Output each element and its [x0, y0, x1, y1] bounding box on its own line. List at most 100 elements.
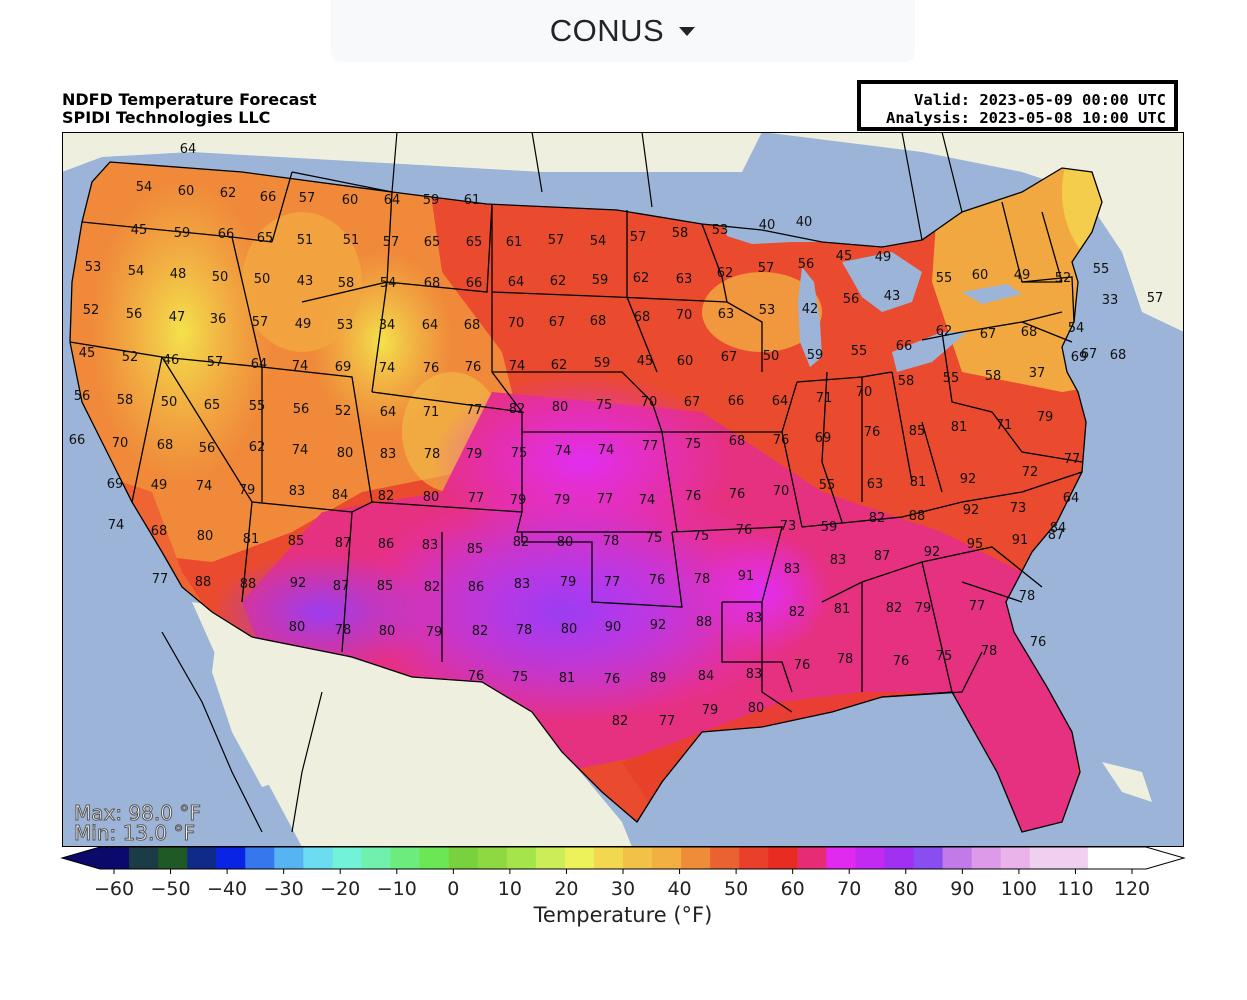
temperature-labels: 64 54 60 62 66 57 60 64 59 61 45 59 66 65 51 51 57 65 65 61…	[69, 142, 1164, 729]
colorbar-tick-label: 0	[447, 878, 459, 900]
colorbar-cell	[652, 847, 682, 869]
temp-value-label: 53	[337, 318, 354, 333]
temp-value-label: 81	[951, 420, 968, 435]
temp-value-label: 77	[466, 403, 483, 418]
colorbar-tick-label: −30	[264, 878, 304, 900]
map-title: NDFD Temperature Forecast SPIDI Technolo…	[62, 91, 317, 127]
region-select-label: CONUS	[549, 13, 665, 48]
lake-ontario	[962, 284, 1022, 304]
temp-value-label: 40	[759, 218, 776, 233]
temp-value-label: 59	[592, 273, 609, 288]
temp-value-label: 82	[472, 624, 489, 639]
temp-value-label: 83	[380, 447, 397, 462]
temp-value-label: 81	[243, 532, 260, 547]
colorbar-cell	[216, 847, 246, 869]
temp-value-label: 76	[468, 669, 485, 684]
temp-value-label: 62	[220, 186, 237, 201]
colorbar-cell	[477, 847, 508, 869]
temp-value-label: 59	[821, 520, 838, 535]
colorbar-cell	[971, 847, 1002, 869]
temp-value-label: 85	[377, 579, 394, 594]
temp-value-label: 76	[729, 487, 746, 502]
temp-value-label: 64	[180, 142, 197, 157]
temp-value-label: 82	[612, 714, 629, 729]
temp-value-label: 49	[295, 317, 312, 332]
temp-value-label: 84	[332, 488, 349, 503]
region-select-dropdown[interactable]: CONUS	[331, 0, 915, 62]
temp-value-label: 57	[299, 191, 316, 206]
colorbar-cell	[623, 847, 653, 869]
temp-value-label: 77	[1064, 452, 1081, 467]
temp-value-label: 68	[1021, 325, 1038, 340]
temp-value-label: 80	[379, 624, 396, 639]
temp-value-label: 62	[717, 266, 734, 281]
min-temp-label: Min: 13.0 °F	[74, 821, 195, 845]
temp-value-label: 77	[642, 439, 659, 454]
temp-value-label: 92	[924, 545, 941, 560]
colorbar-cell	[303, 847, 333, 869]
temp-value-label: 68	[424, 276, 441, 291]
temp-value-label: 37	[1029, 366, 1046, 381]
temp-value-label: 53	[85, 260, 102, 275]
temp-value-label: 49	[151, 478, 168, 493]
temp-value-label: 75	[512, 670, 529, 685]
temp-value-label: 92	[290, 576, 307, 591]
temp-value-label: 88	[240, 577, 257, 592]
temp-value-label: 83	[830, 553, 847, 568]
temp-value-label: 78	[694, 572, 711, 587]
temp-value-label: 42	[802, 302, 819, 317]
temp-value-label: 79	[1037, 410, 1054, 425]
temp-value-label: 62	[551, 358, 568, 373]
temp-value-label: 57	[1147, 291, 1164, 306]
country-borders	[161, 132, 963, 833]
temp-value-label: 50	[161, 395, 178, 410]
temp-value-label: 77	[604, 575, 621, 590]
temp-value-label: 59	[423, 193, 440, 208]
temp-value-label: 92	[960, 472, 977, 487]
temp-value-label: 74	[555, 444, 572, 459]
temp-value-label: 78	[981, 644, 998, 659]
colorbar-tick-label: 60	[781, 878, 805, 900]
temp-value-label: 87	[874, 549, 891, 564]
temp-value-label: 57	[252, 315, 269, 330]
temp-value-label: 75	[596, 398, 613, 413]
temp-value-label: 78	[837, 652, 854, 667]
temp-value-label: 79	[510, 493, 527, 508]
temp-value-label: 79	[554, 493, 571, 508]
temp-value-label: 56	[74, 389, 91, 404]
temp-value-label: 59	[594, 356, 611, 371]
colorbar-outline	[60, 846, 1186, 870]
temp-value-label: 52	[83, 303, 100, 318]
colorbar-extend-low	[62, 847, 100, 869]
temp-value-label: 70	[508, 316, 525, 331]
colorbar-label: Temperature (°F)	[533, 903, 713, 927]
temperature-map[interactable]: 64 54 60 62 66 57 60 64 59 61 45 59 66 65 51 51 57 65 65 61…	[62, 132, 1184, 847]
temp-value-label: 47	[169, 310, 186, 325]
temp-value-label: 43	[884, 289, 901, 304]
lake-michigan	[798, 267, 822, 367]
temp-value-label: 69	[815, 431, 832, 446]
canada-west-land	[62, 132, 762, 172]
temp-value-label: 75	[511, 446, 528, 461]
map-title-line1: NDFD Temperature Forecast	[62, 90, 317, 109]
colorbar-tick-label: 80	[894, 878, 918, 900]
temp-value-label: 34	[379, 318, 396, 333]
temp-value-label: 91	[738, 569, 755, 584]
temp-value-label: 88	[195, 575, 212, 590]
temp-value-label: 74	[598, 443, 615, 458]
temp-value-label: 85	[909, 424, 926, 439]
colorbar-cell	[448, 847, 479, 869]
temp-value-label: 64	[422, 318, 439, 333]
temp-value-label: 64	[384, 193, 401, 208]
colorbar-tick-label: 40	[667, 878, 691, 900]
max-temp-label: Max: 98.0 °F	[74, 801, 201, 825]
temp-value-label: 72	[1022, 465, 1039, 480]
temp-value-label: 45	[836, 249, 853, 264]
temp-value-label: 68	[1110, 348, 1127, 363]
baja-land	[212, 632, 277, 787]
temp-value-label: 75	[646, 531, 663, 546]
temp-value-label: 61	[506, 235, 523, 250]
analysis-time-label: Analysis: 2023-05-08 10:00 UTC	[886, 109, 1166, 127]
temp-value-label: 95	[967, 537, 984, 552]
temp-value-label: 51	[343, 233, 360, 248]
